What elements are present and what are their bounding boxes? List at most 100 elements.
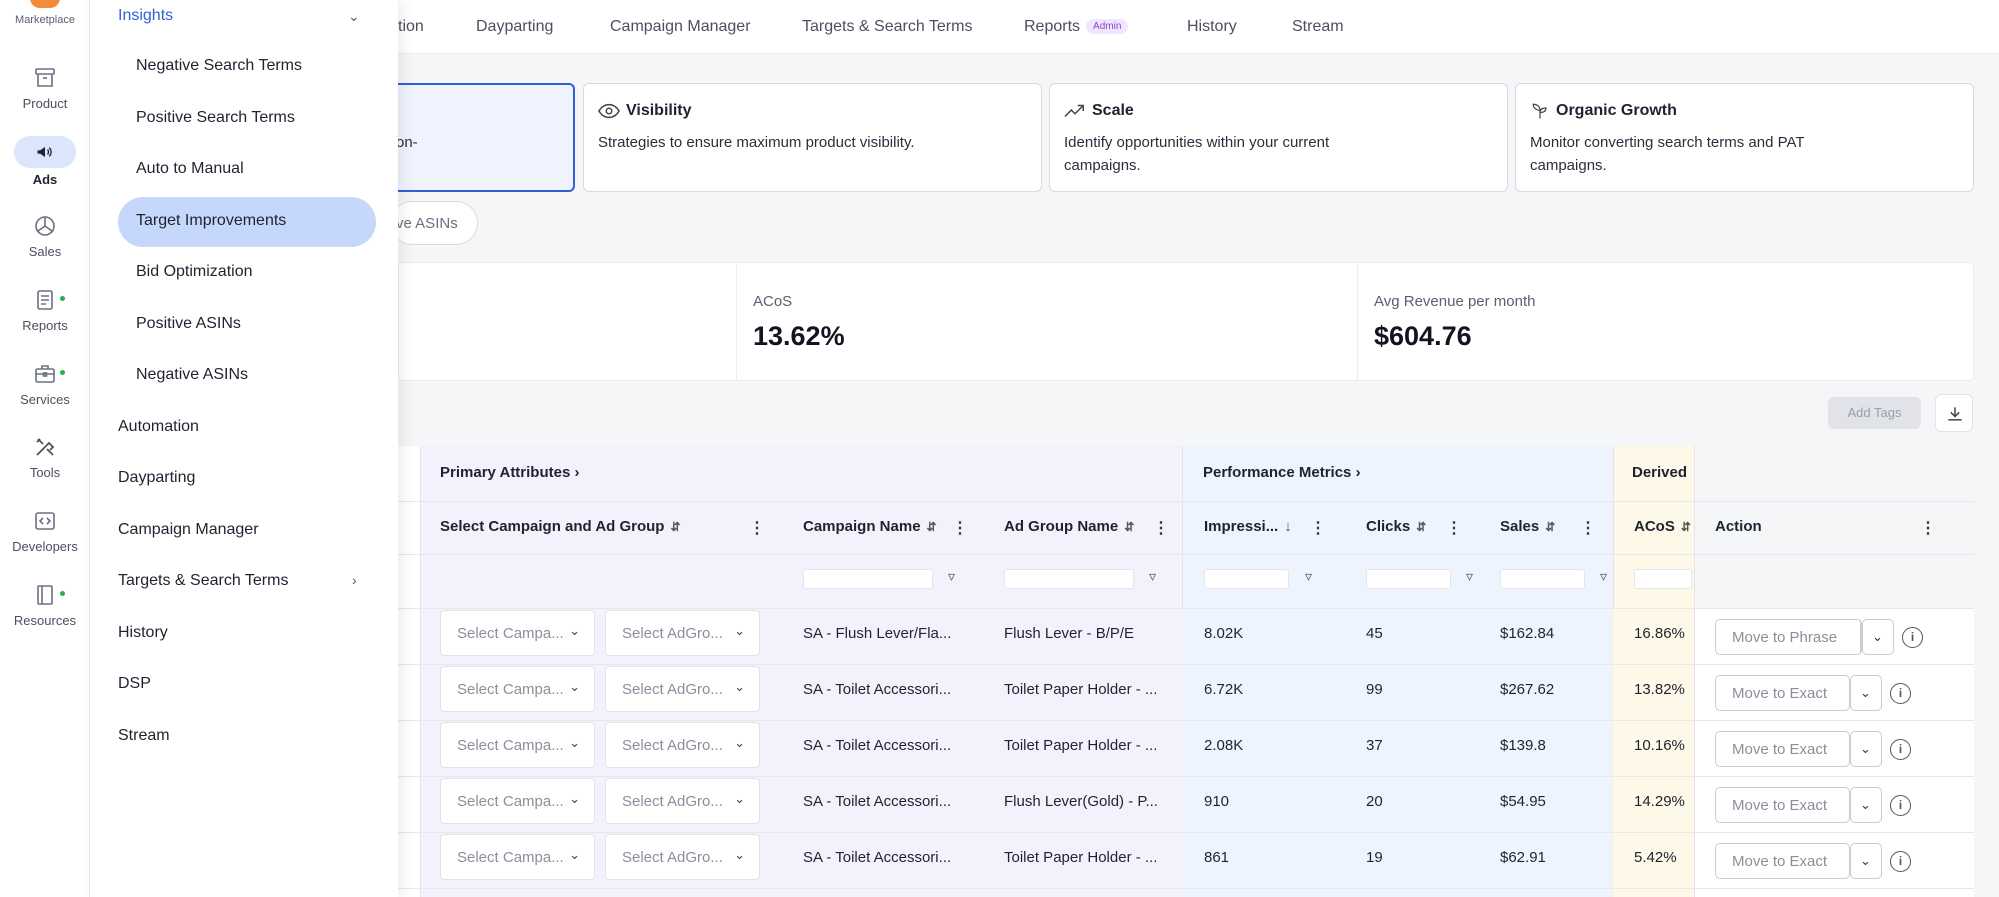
col-ad-group-name[interactable]: Ad Group Name ⇵ [1004,518,1134,535]
col-impressions[interactable]: Impressi... ↓ [1204,518,1292,535]
tab-dayparting[interactable]: Dayparting [476,18,554,35]
select-adgroup-dropdown[interactable]: Select AdGro... ⌄ [605,610,760,656]
action-split-button[interactable]: Move to Exact [1715,787,1850,823]
acos-filter-input[interactable] [1634,569,1692,589]
tab-partial[interactable]: tion [398,18,424,35]
info-icon[interactable]: i [1890,683,1911,704]
kebab-menu-icon[interactable]: ⋮ [952,520,968,537]
col-clicks[interactable]: Clicks ⇵ [1366,518,1426,535]
rail-item-reports[interactable]: Reports [0,288,90,333]
action-dropdown-toggle[interactable]: ⌄ [1850,675,1882,711]
rail-item-services[interactable]: Services [0,362,90,407]
filter-chip-positive-asins[interactable]: ve ASINs [390,201,478,245]
group-derived-metrics[interactable]: Derived M [1632,464,1692,481]
ad-group-filter-input[interactable] [1004,569,1134,589]
filter-icon[interactable]: ▿ [1600,568,1608,584]
menu-positive-search-terms[interactable]: Positive Search Terms [136,109,295,126]
tab-targets-search-terms[interactable]: Targets & Search Terms [802,18,973,35]
menu-targets-search-terms[interactable]: Targets & Search Terms [118,572,289,589]
sort-icon[interactable]: ⇵ [1545,520,1556,534]
info-icon[interactable]: i [1890,851,1911,872]
marketplace-switcher[interactable]: Marketplace [0,0,90,26]
filter-icon[interactable]: ▿ [1149,568,1157,584]
group-primary-attributes[interactable]: Primary Attributes › [440,464,579,481]
select-campaign-dropdown[interactable]: Select Campa... ⌄ [440,722,595,768]
action-split-button[interactable]: Move to Exact [1715,731,1850,767]
rail-item-sales[interactable]: Sales [0,214,90,259]
sort-icon[interactable]: ⇵ [1124,520,1135,534]
strategy-card-visibility[interactable]: Visibility Strategies to ensure maximum … [583,83,1042,192]
info-icon[interactable]: i [1890,739,1911,760]
sort-icon[interactable]: ⇵ [670,520,681,534]
tab-history[interactable]: History [1187,18,1237,35]
menu-negative-search-terms[interactable]: Negative Search Terms [136,57,302,74]
action-dropdown-toggle[interactable]: ⌄ [1850,843,1882,879]
menu-dayparting[interactable]: Dayparting [118,469,196,486]
strategy-card-scale[interactable]: Scale Identify opportunities within your… [1049,83,1508,192]
select-adgroup-dropdown[interactable]: Select AdGro... ⌄ [605,722,760,768]
menu-campaign-manager[interactable]: Campaign Manager [118,521,259,538]
filter-icon[interactable]: ▿ [948,568,956,584]
action-dropdown-toggle[interactable]: ⌄ [1850,731,1882,767]
action-dropdown-toggle[interactable]: ⌄ [1850,787,1882,823]
col-select-campaign[interactable]: Select Campaign and Ad Group ⇵ [440,518,681,535]
menu-bid-optimization[interactable]: Bid Optimization [136,263,253,280]
col-acos[interactable]: ACoS ⇵ [1634,518,1691,535]
sort-icon[interactable]: ⇵ [1680,520,1691,534]
tab-stream[interactable]: Stream [1292,18,1344,35]
sales-filter-input[interactable] [1500,569,1585,589]
col-campaign-name[interactable]: Campaign Name ⇵ [803,518,937,535]
select-campaign-dropdown[interactable]: Select Campa... ⌄ [440,834,595,880]
download-button[interactable] [1935,394,1973,432]
tab-reports[interactable]: Reports Admin [1024,18,1129,36]
rail-item-developers[interactable]: Developers [0,509,90,554]
rail-item-resources[interactable]: Resources [0,583,90,628]
kebab-menu-icon[interactable]: ⋮ [1446,520,1462,537]
filter-icon[interactable]: ▿ [1305,568,1313,584]
info-icon[interactable]: i [1902,627,1923,648]
action-split-button[interactable]: Move to Exact [1715,675,1850,711]
rail-item-ads[interactable]: Ads [0,136,90,187]
info-icon[interactable]: i [1890,795,1911,816]
select-campaign-dropdown[interactable]: Select Campa... ⌄ [440,666,595,712]
kebab-menu-icon[interactable]: ⋮ [749,520,765,537]
sort-icon[interactable]: ⇵ [1416,520,1427,534]
action-dropdown-toggle[interactable]: ⌄ [1862,619,1894,655]
filter-icon[interactable]: ▿ [1466,568,1474,584]
select-adgroup-dropdown[interactable]: Select AdGro... ⌄ [605,834,760,880]
chevron-right-icon[interactable]: › [352,572,357,588]
kebab-menu-icon[interactable]: ⋮ [1920,520,1936,537]
menu-history[interactable]: History [118,624,168,641]
chevron-down-icon[interactable]: ⌄ [348,8,360,24]
rail-item-product[interactable]: Product [0,66,90,111]
group-performance-metrics[interactable]: Performance Metrics › [1203,464,1361,481]
select-adgroup-dropdown[interactable]: Select AdGro... ⌄ [605,666,760,712]
kebab-menu-icon[interactable]: ⋮ [1153,520,1169,537]
menu-stream[interactable]: Stream [118,727,170,744]
strategy-card-selected[interactable]: on- [380,83,575,192]
menu-auto-to-manual[interactable]: Auto to Manual [136,160,244,177]
clicks-filter-input[interactable] [1366,569,1451,589]
sort-icon[interactable]: ⇵ [926,520,937,534]
col-sales[interactable]: Sales ⇵ [1500,518,1555,535]
sort-desc-arrow-icon[interactable]: ↓ [1284,518,1292,535]
select-adgroup-dropdown[interactable]: Select AdGro... ⌄ [605,778,760,824]
menu-target-improvements[interactable]: Target Improvements [136,212,287,229]
select-campaign-dropdown[interactable]: Select Campa... ⌄ [440,778,595,824]
add-tags-button[interactable]: Add Tags [1828,397,1921,429]
kebab-menu-icon[interactable]: ⋮ [1580,520,1596,537]
menu-negative-asins[interactable]: Negative ASINs [136,366,249,383]
action-split-button[interactable]: Move to Phrase [1715,619,1862,655]
action-split-button[interactable]: Move to Exact [1715,843,1850,879]
menu-insights[interactable]: Insights [118,7,174,24]
impressions-filter-input[interactable] [1204,569,1289,589]
strategy-card-organic-growth[interactable]: Organic Growth Monitor converting search… [1515,83,1974,192]
tab-campaign-manager[interactable]: Campaign Manager [610,18,751,35]
select-campaign-dropdown[interactable]: Select Campa... ⌄ [440,610,595,656]
kebab-menu-icon[interactable]: ⋮ [1310,520,1326,537]
rail-item-tools[interactable]: Tools [0,435,90,480]
menu-dsp[interactable]: DSP [118,675,151,692]
campaign-name-filter-input[interactable] [803,569,933,589]
menu-positive-asins[interactable]: Positive ASINs [136,315,241,332]
menu-automation[interactable]: Automation [118,418,199,435]
